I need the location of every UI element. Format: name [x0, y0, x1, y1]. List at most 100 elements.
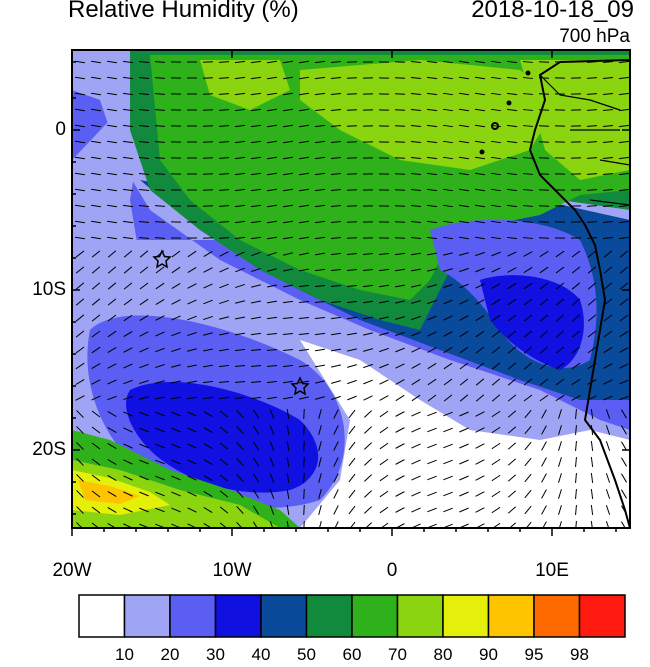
wind-barb	[506, 204, 518, 208]
wind-barb	[507, 267, 517, 273]
wind-barb	[458, 140, 470, 144]
colorbar-swatch	[442, 594, 490, 638]
wind-barb	[587, 346, 597, 354]
lon-label-0: 0	[386, 560, 398, 581]
wind-barb	[586, 189, 598, 191]
wind-barb	[605, 489, 611, 499]
wind-barb	[138, 156, 150, 160]
wind-barb	[459, 315, 469, 321]
wind-barb	[107, 507, 117, 513]
wind-barb	[458, 76, 470, 80]
wind-barb	[426, 60, 438, 64]
wind-barb	[250, 316, 262, 320]
wind-barb	[330, 221, 342, 223]
wind-barb	[171, 427, 181, 433]
wind-barb	[346, 332, 358, 336]
wind-barb	[411, 394, 421, 402]
wind-barb	[346, 61, 358, 63]
wind-barb	[138, 188, 150, 192]
wind-barb	[219, 474, 229, 482]
wind-barb	[475, 283, 485, 289]
wind-barb	[298, 188, 310, 192]
wind-barb	[605, 521, 610, 528]
wind-barb	[298, 156, 310, 160]
wind-barb	[458, 108, 470, 112]
wind-barb	[235, 316, 245, 320]
colorbar-label: 70	[388, 645, 407, 664]
wind-barb	[395, 347, 405, 353]
wind-barb	[234, 76, 246, 80]
wind-barb	[458, 124, 470, 128]
wind-barb	[427, 507, 437, 513]
wind-barb	[333, 505, 339, 515]
wind-barb	[91, 330, 101, 338]
wind-barb	[491, 267, 501, 273]
wind-barb	[525, 521, 532, 528]
wind-barb	[234, 364, 246, 368]
wind-barb	[234, 60, 246, 64]
wind-barb	[346, 268, 358, 272]
wind-barb	[410, 173, 422, 175]
wind-barb	[75, 330, 85, 338]
wind-barb	[318, 409, 322, 419]
wind-barb	[475, 299, 485, 305]
wind-barb	[123, 379, 133, 385]
wind-barb	[522, 157, 534, 159]
wind-barb	[122, 172, 134, 176]
wind-barb	[507, 410, 517, 418]
wind-barb	[590, 472, 594, 484]
wind-barb	[299, 396, 309, 400]
wind-barb	[298, 108, 310, 112]
wind-barb	[286, 488, 290, 500]
wind-barb	[106, 92, 118, 96]
wind-barb	[491, 490, 501, 498]
wind-barb	[621, 473, 627, 483]
wind-barb	[139, 443, 149, 449]
wind-barb	[298, 204, 310, 208]
wind-barb	[363, 426, 373, 434]
wind-barb	[524, 473, 532, 483]
wind-barb	[318, 489, 322, 499]
wind-barb	[286, 504, 290, 516]
wind-barb	[507, 490, 517, 498]
wind-barb	[202, 396, 214, 400]
wind-barb	[491, 378, 501, 386]
wind-barb	[410, 252, 422, 256]
wind-barb	[299, 252, 309, 256]
wind-barb	[347, 348, 357, 352]
wind-barb	[348, 505, 356, 515]
wind-barb	[106, 220, 118, 224]
wind-barb	[558, 505, 562, 515]
wind-barb	[318, 505, 322, 515]
wind-barb	[575, 488, 577, 500]
wind-barb	[459, 283, 469, 289]
lat-label-20s: 20S	[32, 439, 66, 460]
wind-barb	[234, 396, 246, 400]
wind-barb	[475, 267, 485, 273]
wind-barb	[123, 411, 133, 417]
wind-barb	[171, 266, 181, 274]
wind-barb	[218, 380, 230, 384]
wind-barb	[74, 140, 86, 144]
wind-barb	[427, 459, 437, 465]
wind-barb	[282, 348, 294, 352]
wind-barb	[490, 76, 502, 80]
wind-barb	[187, 411, 197, 417]
wind-barb	[266, 172, 278, 176]
wind-barb	[348, 441, 356, 451]
wind-barb	[459, 491, 469, 497]
wind-barb	[394, 205, 406, 207]
wind-barb	[539, 266, 549, 274]
wind-barb	[442, 60, 454, 64]
wind-barb	[507, 314, 517, 322]
wind-barb	[522, 77, 534, 79]
wind-barb	[203, 250, 213, 258]
wind-barb	[269, 489, 275, 499]
wind-barb	[362, 252, 374, 256]
wind-barb	[298, 268, 310, 272]
wind-barb	[171, 331, 181, 337]
wind-barb	[203, 410, 213, 418]
wind-barb	[334, 521, 339, 528]
colorbar-swatch	[214, 594, 262, 638]
wind-barb	[330, 252, 342, 256]
